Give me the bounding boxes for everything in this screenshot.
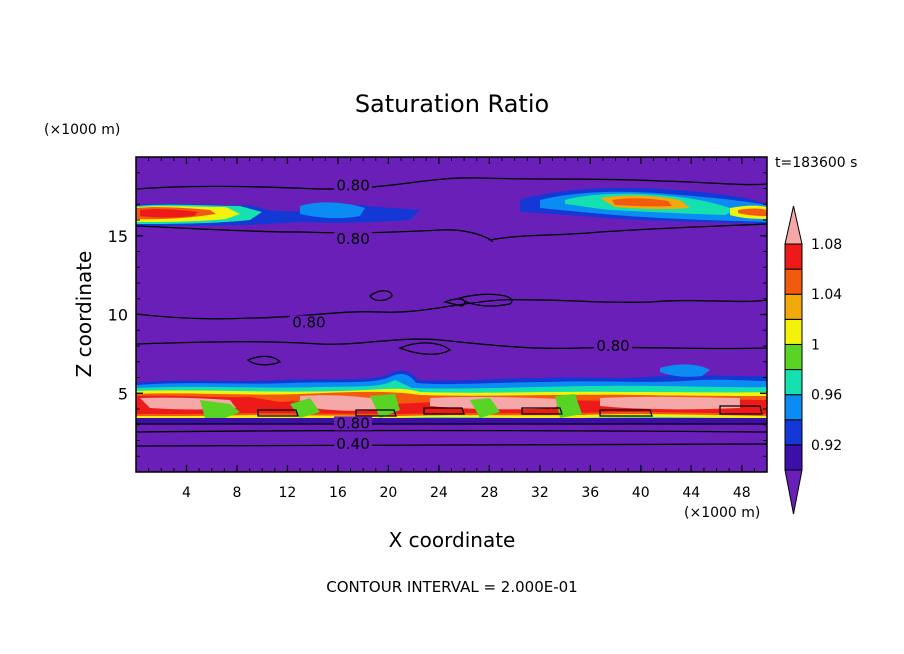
colorbar-swatch	[784, 419, 803, 446]
contour-label: 0.80	[596, 337, 629, 355]
colorbar-swatch	[784, 318, 803, 345]
x-tick-label: 24	[430, 485, 448, 501]
x-axis-title: X coordinate	[389, 528, 516, 552]
colorbar-swatch	[784, 268, 803, 295]
colorbar-label: 1.08	[811, 237, 842, 253]
x-tick-label: 16	[329, 485, 347, 501]
contour-label: 0.80	[336, 177, 369, 195]
contour-label-bg	[594, 339, 633, 354]
x-tick-label: 44	[682, 485, 700, 501]
x-tick-label: 8	[232, 485, 241, 501]
contour-label: 0.80	[336, 230, 369, 248]
y-axis: 5 10 15	[108, 172, 767, 457]
x-tick-label: 12	[279, 485, 297, 501]
time-label: t=183600 s	[775, 155, 857, 171]
colorbar-over-triangle	[784, 205, 803, 245]
contour-label-bg	[334, 416, 373, 431]
colorbar-label: 1.04	[811, 287, 842, 303]
colorbar-swatch	[784, 394, 803, 421]
colorbar-swatch	[784, 343, 803, 371]
contour-interval-note: CONTOUR INTERVAL = 2.000E-01	[326, 578, 577, 596]
y-tick-label: 5	[118, 384, 128, 403]
x-tick-label: 20	[379, 485, 397, 501]
contour-label: 0.80	[292, 314, 325, 332]
colorbar-under-triangle	[784, 469, 803, 515]
contour-label-bg	[334, 436, 373, 451]
x-tick-label: 32	[531, 485, 549, 501]
contour-label: 0.80	[336, 414, 369, 432]
x-unit-label: (×1000 m)	[684, 505, 760, 521]
y-axis-title: Z coordinate	[72, 251, 96, 378]
x-tick-label: 4	[182, 485, 191, 501]
contour-label-bg	[334, 232, 373, 247]
contour-label-bg	[334, 178, 373, 193]
colorbar-label: 0.96	[811, 388, 842, 404]
contour-lines	[136, 177, 767, 447]
y-tick-label: 10	[108, 306, 128, 325]
colorbar: 1.08 1.04 1 0.96 0.92	[784, 205, 842, 515]
x-tick-label: 28	[480, 485, 498, 501]
x-axis: 4 8 12 16 20 24 28 32 36 40 44 48	[148, 157, 755, 501]
colorbar-swatch	[784, 293, 803, 320]
plot-field	[136, 157, 767, 472]
x-tick-label: 48	[733, 485, 751, 501]
colorbar-swatch	[784, 369, 803, 396]
chart-title: Saturation Ratio	[355, 90, 549, 118]
colorbar-label: 1	[811, 337, 820, 353]
colorbar-label: 0.92	[811, 438, 842, 454]
colorbar-swatch	[784, 444, 803, 471]
contour-label: 0.40	[336, 435, 369, 453]
contour-label-bg	[289, 315, 328, 330]
colorbar-swatch	[784, 243, 803, 270]
y-tick-label: 15	[108, 227, 128, 246]
x-tick-label: 36	[581, 485, 599, 501]
contour-labels: 0.80 0.80 0.80 0.80 0.80 0.40	[289, 177, 633, 453]
y-unit-label: (×1000 m)	[44, 122, 120, 138]
x-tick-label: 40	[632, 485, 650, 501]
